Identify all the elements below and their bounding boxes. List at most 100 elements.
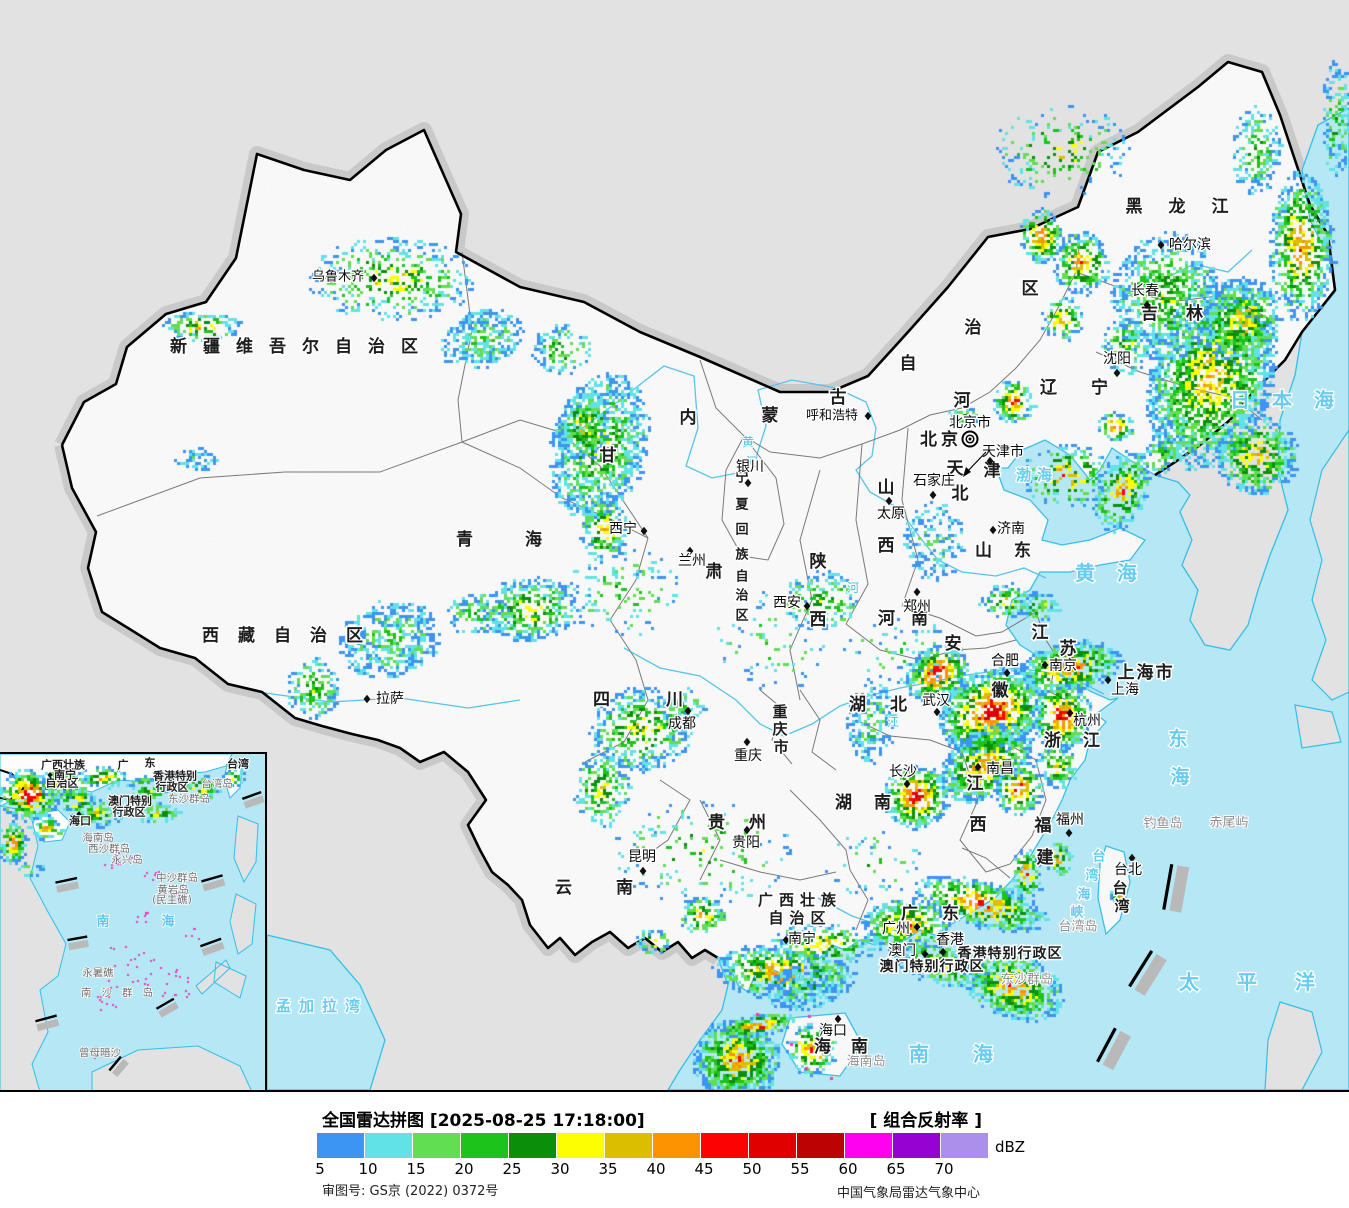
city-label: 澳门	[888, 943, 916, 959]
city-marker	[933, 707, 941, 717]
inset-city-marker	[47, 772, 53, 778]
legend-color-segment	[605, 1133, 652, 1158]
province-label: 浙江	[1044, 730, 1122, 751]
city-label: 石家庄	[913, 472, 955, 489]
city-label: 香港	[936, 932, 964, 948]
city-label: 天津市	[982, 443, 1024, 460]
legend-tick: 10	[358, 1160, 378, 1178]
dbz-unit-label: dBZ	[995, 1138, 1026, 1156]
province-label: 西	[970, 815, 987, 835]
city-label: 成都	[668, 716, 696, 732]
sea-label: 台	[1092, 849, 1105, 865]
city-label: 台北	[1114, 862, 1142, 878]
province-label: 贵州	[708, 812, 790, 833]
sea-label: 海	[1077, 887, 1090, 903]
south-china-sea-inset: 南 海 台湾岛 东沙群岛 海南岛 西沙群岛 永兴岛 中沙群岛 黄岩岛 (民主礁) 永暑礁 南沙群岛 曾母…	[0, 752, 267, 1090]
city-label: 沈阳	[1103, 351, 1131, 367]
province-label: 台	[1112, 879, 1127, 897]
city-marker	[913, 587, 921, 597]
province-label: 江	[967, 774, 984, 794]
city-marker	[363, 694, 371, 704]
province-label: 福	[1034, 815, 1052, 836]
sea-label: 孟加拉湾	[276, 997, 368, 1015]
river-label: 河	[847, 581, 859, 595]
legend-tick: 30	[550, 1160, 570, 1178]
sea-label: 渤海	[1016, 466, 1058, 484]
city-marker	[684, 706, 692, 716]
province-label: 回	[735, 523, 748, 538]
city-marker	[743, 737, 751, 747]
legend-color-segment	[365, 1133, 412, 1158]
city-marker	[1066, 708, 1074, 718]
inset-island-label: 永暑礁	[82, 966, 114, 979]
city-label: 福州	[1056, 812, 1084, 828]
city-marker	[834, 1014, 842, 1024]
legend-tick: 15	[406, 1160, 426, 1178]
province-label: 安	[945, 633, 962, 654]
city-marker	[686, 546, 694, 556]
province-label: 徽	[991, 680, 1010, 701]
inset-admin-label: 东	[145, 756, 156, 770]
province-label: 四川	[593, 690, 739, 710]
sea-label: 峡	[1070, 905, 1084, 921]
city-marker	[743, 825, 751, 835]
legend-color-segment	[701, 1133, 748, 1158]
province-label: 天	[947, 459, 965, 479]
sea-label: 海	[1170, 765, 1189, 788]
radar-blockage-bar	[1162, 863, 1190, 913]
city-label: 西安	[773, 595, 801, 611]
province-label: 上海市	[1118, 662, 1175, 683]
province-label: 山东	[975, 540, 1053, 561]
legend-tick: 5	[315, 1160, 325, 1178]
sea-label: 东	[1168, 727, 1187, 750]
inset-island-label: 台湾岛	[201, 777, 233, 790]
city-marker	[885, 496, 893, 506]
city-label: 重庆	[734, 748, 762, 764]
arrowhead-icon	[963, 467, 971, 477]
radar-blockage-bar	[1096, 1027, 1131, 1071]
province-label: 自	[735, 569, 748, 585]
province-label: 澳门特别行政区	[880, 958, 985, 975]
city-label: 杭州	[1073, 713, 1101, 729]
inset-admin-label: 澳门特别	[108, 794, 152, 808]
city-marker	[803, 601, 811, 611]
island-label: 钓鱼岛	[1143, 816, 1182, 832]
map-legend-divider	[0, 1090, 1349, 1092]
city-label: 呼和浩特	[806, 409, 858, 424]
legend-tick: 60	[838, 1160, 858, 1178]
legend-panel: 全国雷达拼图 [2025-08-25 17:18:00] [ 组合反射率 ] d…	[0, 1092, 1349, 1208]
legend-tick: 40	[646, 1160, 666, 1178]
city-label: 南京	[1049, 658, 1077, 674]
city-marker	[1113, 368, 1121, 378]
inset-admin-label: 自治区	[46, 776, 79, 790]
province-label: 广西壮族	[758, 891, 842, 909]
legend-color-segment	[317, 1133, 364, 1158]
inset-sea-label: 南	[96, 914, 109, 930]
province-label: 北	[952, 484, 969, 504]
city-label: 哈尔滨	[1169, 237, 1211, 253]
province-label: 自治区	[768, 909, 831, 927]
province-label: 海南	[814, 1036, 888, 1057]
province-label: 西	[810, 610, 827, 630]
inset-admin-label: 香港特别	[152, 769, 197, 783]
island-label: 海南岛	[846, 1054, 885, 1070]
province-label: 湖北	[849, 695, 931, 715]
inset-island-label: 曾母暗沙	[79, 1046, 121, 1059]
city-label: 广州	[882, 921, 910, 937]
radar-blockage-bar	[201, 874, 226, 892]
city-marker	[1104, 675, 1112, 685]
inset-city-marker	[76, 811, 82, 817]
province-label: 古	[830, 387, 847, 408]
city-label: 乌鲁木齐	[312, 269, 364, 285]
province-label: 西藏自治区	[202, 625, 382, 646]
city-label: 南昌	[986, 761, 1014, 777]
city-marker	[744, 478, 752, 488]
province-label: 夏	[734, 498, 749, 513]
legend-tick: 65	[886, 1160, 906, 1178]
radar-blockage-bar	[55, 876, 80, 893]
inset-sea-label: 海	[161, 914, 174, 930]
legend-tick: 45	[694, 1160, 714, 1178]
province-label: 河南	[878, 608, 944, 629]
